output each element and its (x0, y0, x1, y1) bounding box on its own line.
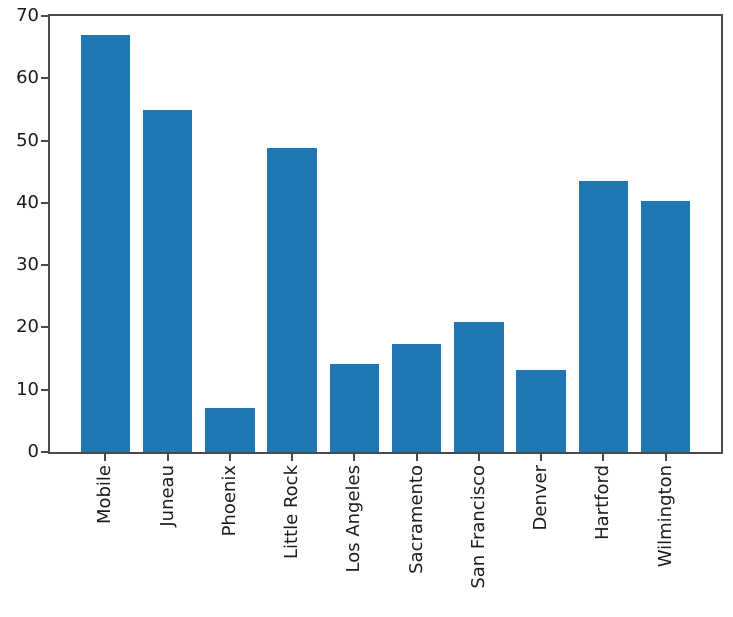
y-tick-label: 20 (16, 316, 39, 338)
bar (267, 148, 317, 452)
bar (640, 201, 691, 452)
x-tick-label-text: Phoenix (218, 465, 240, 537)
x-tick-mark (291, 454, 294, 461)
x-tick-mark (353, 454, 356, 461)
y-tick-label: 10 (16, 378, 39, 400)
bar (454, 321, 504, 452)
x-tick-label: Phoenix (218, 465, 240, 595)
y-tick-mark (41, 15, 48, 17)
y-tick-label: 50 (16, 129, 39, 151)
bar (142, 110, 193, 452)
bar (80, 34, 131, 452)
y-tick-label: 0 (27, 441, 39, 462)
y-tick-mark (41, 388, 48, 391)
x-tick-label: Hartford (592, 465, 614, 595)
x-tick-mark (602, 454, 605, 461)
y-tick-mark (41, 264, 48, 267)
x-tick-label: Los Angeles (343, 465, 365, 595)
x-tick-label-text: Little Rock (281, 465, 303, 559)
bar (516, 370, 566, 452)
y-tick-mark (41, 77, 48, 80)
bar (578, 181, 629, 452)
y-tick-mark (41, 326, 48, 329)
y-tick-mark (41, 451, 48, 453)
x-tick-label: Sacramento (405, 465, 427, 595)
x-tick-label: Juneau (156, 465, 178, 595)
x-tick-label-text: Wilmington (654, 465, 676, 568)
y-tick-label: 60 (16, 67, 39, 89)
bar (329, 364, 380, 452)
y-tick-label: 40 (16, 191, 39, 213)
x-tick-label-text: San Francisco (467, 465, 489, 589)
x-tick-label-text: Denver (530, 465, 552, 531)
x-tick-label: San Francisco (467, 465, 489, 595)
x-tick-label: Mobile (94, 465, 116, 595)
x-tick-label-text: Hartford (592, 465, 614, 540)
x-tick-mark (664, 454, 667, 461)
x-tick-mark (477, 454, 480, 461)
y-tick-mark (41, 139, 48, 142)
y-tick-label: 30 (16, 254, 39, 276)
x-tick-label: Little Rock (281, 465, 303, 595)
bar (391, 344, 442, 452)
x-tick-mark (415, 454, 418, 461)
x-tick-label: Denver (530, 465, 552, 595)
x-tick-label: Wilmington (654, 465, 676, 595)
y-tick-mark (41, 201, 48, 204)
x-tick-label-text: Los Angeles (343, 465, 365, 573)
bar (205, 408, 255, 452)
y-tick-label: 70 (16, 5, 39, 26)
x-tick-label-text: Mobile (94, 465, 116, 525)
x-tick-mark (104, 454, 107, 461)
x-tick-label-text: Sacramento (405, 465, 427, 574)
x-tick-mark (166, 454, 169, 461)
x-tick-label-text: Juneau (156, 465, 178, 527)
x-tick-mark (228, 454, 231, 461)
x-tick-mark (540, 454, 543, 461)
